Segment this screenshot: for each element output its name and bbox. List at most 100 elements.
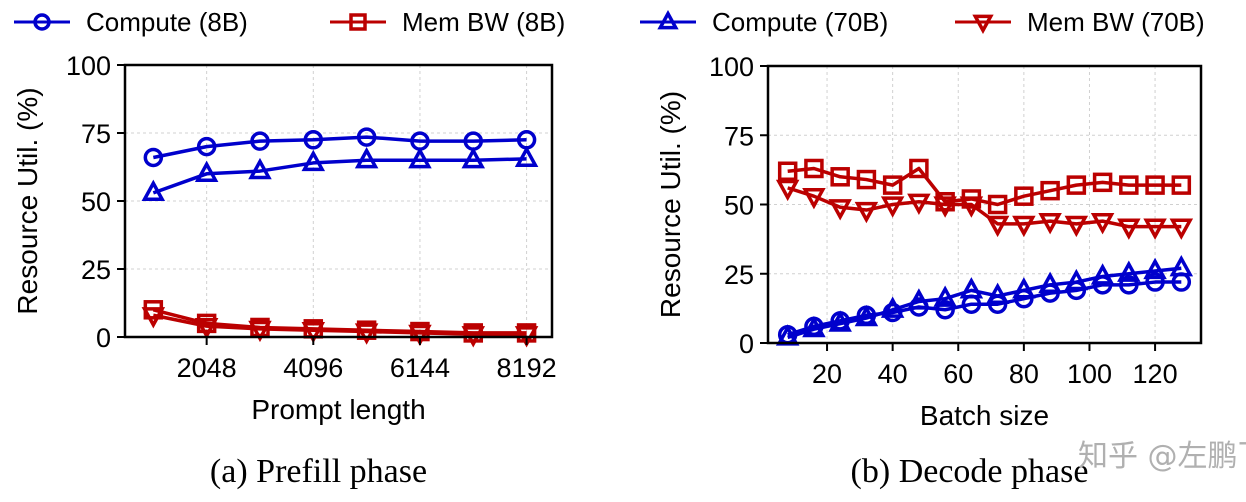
data-point <box>194 160 219 182</box>
data-point <box>1066 175 1087 195</box>
series-mem-bw-70b- <box>775 179 1194 240</box>
data-point <box>1012 215 1036 238</box>
y-axis-label: Resource Util. (%) <box>655 91 686 318</box>
watermark: 知乎 @左鹏飞 <box>1078 439 1246 474</box>
series-line <box>152 313 527 337</box>
data-point <box>802 315 826 338</box>
data-point <box>777 161 798 182</box>
data-point <box>356 127 377 147</box>
series-compute-70b- <box>141 145 539 201</box>
x-tick-label: 120 <box>1133 359 1178 389</box>
legend-item: Mem BW (8B) <box>330 7 565 37</box>
data-point <box>882 175 903 195</box>
data-point <box>933 285 957 307</box>
data-point <box>907 288 931 310</box>
x-tick-label: 60 <box>943 359 973 389</box>
series-line <box>787 186 1182 229</box>
data-point <box>301 149 326 172</box>
data-point <box>1117 260 1141 282</box>
data-point <box>1171 175 1192 195</box>
data-point <box>408 146 432 169</box>
data-point <box>248 157 272 180</box>
y-tick-label: 50 <box>724 191 754 221</box>
legend-label: Mem BW (70B) <box>1027 7 1205 37</box>
y-tick-label: 75 <box>81 119 111 149</box>
data-point <box>1040 180 1060 201</box>
data-point <box>1169 254 1194 277</box>
data-point <box>1119 275 1139 295</box>
data-point <box>1012 277 1036 299</box>
x-tick-label: 2048 <box>177 353 237 383</box>
data-point <box>854 304 879 327</box>
x-tick-label: 4096 <box>283 353 343 383</box>
data-point <box>830 167 850 187</box>
data-point <box>194 317 219 340</box>
x-axis-label: Batch size <box>920 400 1049 431</box>
data-point <box>1145 272 1165 292</box>
y-tick-label: 0 <box>96 323 111 353</box>
data-point <box>828 310 852 332</box>
legend-label: Compute (70B) <box>712 7 888 37</box>
data-point <box>408 324 432 347</box>
x-tick-label: 80 <box>1009 359 1039 389</box>
data-point <box>907 193 931 215</box>
data-point <box>935 300 955 320</box>
data-point <box>1038 271 1062 293</box>
data-point <box>985 282 1010 305</box>
chart-caption: (a) Prefill phase <box>210 453 427 490</box>
data-point <box>248 320 272 343</box>
series-line <box>787 166 1182 207</box>
data-point <box>959 277 984 299</box>
data-point <box>1169 218 1194 240</box>
data-point <box>461 146 486 169</box>
y-tick-label: 100 <box>709 52 754 82</box>
x-tick-label: 8192 <box>497 353 557 383</box>
x-tick-label: 20 <box>812 359 842 389</box>
prefill-chart: 2048 4096 6144 8192 0 25 50 75 100 Prompt length R… <box>12 51 557 490</box>
chart-caption: (b) Decode phase <box>851 453 1089 490</box>
data-point <box>1143 218 1167 240</box>
data-point <box>141 179 166 201</box>
data-point <box>1117 218 1141 240</box>
data-point <box>987 194 1008 215</box>
data-point <box>354 146 379 169</box>
data-point <box>804 158 824 179</box>
legend-label: Mem BW (8B) <box>402 7 565 37</box>
legend-marker-circle <box>33 13 51 31</box>
data-point <box>1064 268 1089 291</box>
series-compute-70b- <box>775 254 1194 346</box>
data-point <box>1064 215 1089 238</box>
data-point <box>880 296 905 318</box>
data-point <box>1119 175 1139 195</box>
data-point <box>301 322 326 344</box>
y-tick-label: 75 <box>724 121 754 151</box>
data-point <box>354 323 379 345</box>
legend-item: Mem BW (70B) <box>955 7 1205 37</box>
data-point <box>985 215 1010 238</box>
y-axis-label: Resource Util. (%) <box>12 87 43 314</box>
y-tick-label: 100 <box>66 51 111 81</box>
data-point <box>1038 212 1062 235</box>
data-point <box>802 188 826 210</box>
y-tick-label: 0 <box>739 329 754 359</box>
legend-marker-triangle-down <box>972 14 994 35</box>
data-point <box>303 130 324 150</box>
series-line <box>152 157 527 195</box>
legend-item: Compute (70B) <box>640 7 888 37</box>
y-tick-label: 25 <box>81 255 111 285</box>
data-point <box>775 179 800 202</box>
data-point <box>1090 212 1115 235</box>
legend-item: Compute (8B) <box>14 7 248 37</box>
data-point <box>880 196 905 218</box>
data-point <box>141 307 166 329</box>
series-compute-8b- <box>777 272 1192 345</box>
series-line <box>787 266 1182 340</box>
legend: Compute (8B) Mem BW (8B) Compute (70B) Mem … <box>14 7 1205 37</box>
data-point <box>250 131 270 151</box>
data-point <box>933 196 957 218</box>
x-tick-label: 40 <box>878 359 908 389</box>
data-point <box>1143 257 1167 280</box>
decode-chart: 20 40 60 80 100 120 0 25 50 75 100 Batch size Resour… <box>655 52 1203 490</box>
data-point <box>1145 175 1165 195</box>
